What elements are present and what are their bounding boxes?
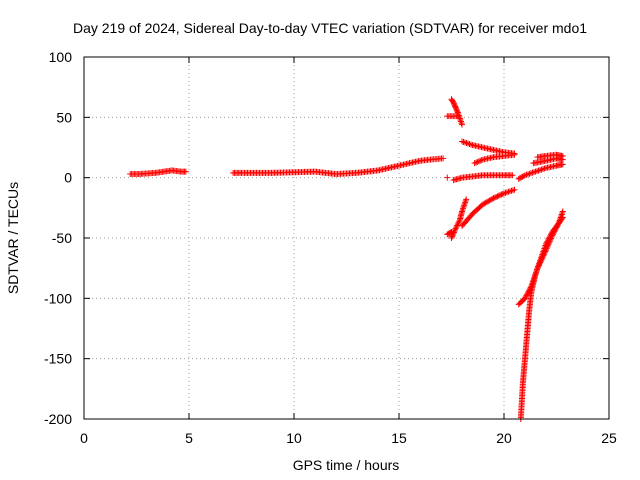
data-point	[183, 169, 189, 175]
data-point	[536, 168, 542, 174]
y-axis-label: SDTVAR / TECUs	[5, 182, 21, 294]
data-point	[509, 172, 515, 178]
data-point	[559, 210, 565, 216]
data-point	[462, 199, 468, 205]
data-point	[463, 196, 469, 202]
data-point	[461, 139, 467, 145]
y-tick-label: -150	[44, 351, 72, 367]
data-point	[507, 188, 513, 194]
x-tick-label: 25	[601, 430, 617, 446]
x-tick-label: 5	[185, 430, 193, 446]
data-point	[509, 188, 515, 194]
data-point	[537, 167, 543, 173]
data-point	[444, 175, 450, 181]
data-point	[510, 187, 516, 193]
data-point	[440, 155, 446, 161]
data-point	[465, 141, 471, 147]
chart-title: Day 219 of 2024, Sidereal Day-to-day VTE…	[73, 20, 587, 36]
data-point	[468, 142, 474, 148]
data-point	[461, 202, 467, 208]
data-point	[457, 117, 463, 123]
data-point	[539, 167, 545, 173]
data-points	[127, 96, 566, 422]
data-point	[540, 166, 546, 172]
data-point	[528, 170, 534, 176]
data-point	[459, 208, 465, 214]
grid-lines	[84, 57, 609, 419]
data-point	[542, 166, 548, 172]
data-point	[461, 204, 467, 210]
y-tick-label: 50	[56, 109, 72, 125]
x-tick-label: 20	[496, 430, 512, 446]
x-tick-label: 15	[391, 430, 407, 446]
x-axis-label: GPS time / hours	[293, 457, 400, 473]
data-point	[534, 168, 540, 174]
y-tick-label: -100	[44, 290, 72, 306]
data-point	[460, 205, 466, 211]
data-point	[527, 171, 533, 177]
y-tick-label: -200	[44, 411, 72, 427]
sdtvar-chart: Day 219 of 2024, Sidereal Day-to-day VTE…	[0, 0, 640, 480]
axis-ticks: 0 5 10 15 20 25 -200 -150 -100 -50 0 50 100	[44, 49, 617, 446]
data-point	[459, 138, 465, 144]
data-point	[530, 170, 536, 176]
y-tick-label: 100	[49, 49, 73, 65]
data-point	[464, 140, 470, 146]
x-tick-label: 0	[80, 430, 88, 446]
y-tick-label: -50	[52, 230, 72, 246]
data-point	[460, 207, 466, 213]
data-point	[512, 187, 518, 193]
data-point	[462, 140, 468, 146]
data-point	[456, 114, 462, 120]
data-point	[462, 201, 468, 207]
data-point	[467, 141, 473, 147]
data-point	[458, 120, 464, 126]
data-point	[463, 198, 469, 204]
data-point	[533, 270, 539, 276]
data-point	[560, 208, 566, 214]
data-point	[533, 169, 539, 175]
data-point	[458, 119, 464, 125]
x-tick-label: 10	[286, 430, 302, 446]
data-point	[459, 122, 465, 128]
data-point	[533, 271, 539, 277]
data-point	[506, 189, 512, 195]
y-tick-label: 0	[64, 170, 72, 186]
plot-frame	[84, 57, 609, 419]
data-point	[531, 169, 537, 175]
